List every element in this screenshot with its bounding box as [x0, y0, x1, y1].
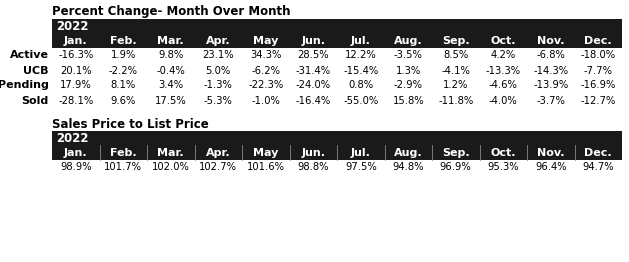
Text: -11.8%: -11.8%	[438, 96, 474, 106]
Text: 8.5%: 8.5%	[443, 51, 469, 61]
Text: Aug.: Aug.	[394, 35, 423, 46]
Text: -15.4%: -15.4%	[343, 66, 379, 75]
Text: Jan.: Jan.	[64, 35, 87, 46]
Text: -13.3%: -13.3%	[486, 66, 521, 75]
Text: 101.6%: 101.6%	[247, 162, 285, 172]
Text: -55.0%: -55.0%	[343, 96, 379, 106]
Text: 12.2%: 12.2%	[345, 51, 377, 61]
Text: -4.0%: -4.0%	[489, 96, 518, 106]
Bar	[52, 145, 622, 160]
Text: -4.6%: -4.6%	[489, 80, 518, 90]
Text: 94.7%: 94.7%	[582, 162, 614, 172]
Text: 2022: 2022	[56, 19, 89, 32]
Text: -2.2%: -2.2%	[109, 66, 138, 75]
Text: -5.3%: -5.3%	[204, 96, 233, 106]
Text: -16.3%: -16.3%	[58, 51, 93, 61]
Text: 97.5%: 97.5%	[345, 162, 377, 172]
Text: 1.2%: 1.2%	[443, 80, 469, 90]
Bar	[52, 19, 622, 33]
Text: Jul.: Jul.	[351, 35, 370, 46]
Text: 3.4%: 3.4%	[158, 80, 183, 90]
Text: Sep.: Sep.	[442, 148, 470, 157]
Bar	[52, 131, 622, 145]
Text: 95.3%: 95.3%	[487, 162, 519, 172]
Bar	[52, 33, 622, 48]
Text: 15.8%: 15.8%	[392, 96, 424, 106]
Text: Sales Price to List Price: Sales Price to List Price	[52, 118, 209, 131]
Text: -2.9%: -2.9%	[394, 80, 423, 90]
Text: -1.0%: -1.0%	[252, 96, 280, 106]
Text: 4.2%: 4.2%	[491, 51, 516, 61]
Text: Mar.: Mar.	[157, 148, 184, 157]
Text: May: May	[253, 35, 279, 46]
Text: 1.3%: 1.3%	[396, 66, 421, 75]
Text: 5.0%: 5.0%	[206, 66, 231, 75]
Text: Sep.: Sep.	[442, 35, 470, 46]
Text: 102.7%: 102.7%	[199, 162, 237, 172]
Text: -4.1%: -4.1%	[442, 66, 470, 75]
Text: 101.7%: 101.7%	[104, 162, 142, 172]
Text: 20.1%: 20.1%	[60, 66, 92, 75]
Text: 102.0%: 102.0%	[152, 162, 190, 172]
Text: Sold: Sold	[22, 96, 49, 106]
Text: -16.9%: -16.9%	[581, 80, 616, 90]
Text: -22.3%: -22.3%	[248, 80, 284, 90]
Text: Oct.: Oct.	[491, 35, 516, 46]
Text: Dec.: Dec.	[584, 148, 612, 157]
Text: -6.2%: -6.2%	[251, 66, 281, 75]
Text: 94.8%: 94.8%	[392, 162, 424, 172]
Text: -24.0%: -24.0%	[296, 80, 331, 90]
Text: -6.8%: -6.8%	[537, 51, 565, 61]
Text: -28.1%: -28.1%	[58, 96, 93, 106]
Text: Aug.: Aug.	[394, 148, 423, 157]
Text: -16.4%: -16.4%	[296, 96, 331, 106]
Text: Oct.: Oct.	[491, 148, 516, 157]
Text: 98.9%: 98.9%	[60, 162, 92, 172]
Text: 34.3%: 34.3%	[250, 51, 281, 61]
Text: 0.8%: 0.8%	[348, 80, 374, 90]
Text: Jun.: Jun.	[301, 35, 325, 46]
Text: -31.4%: -31.4%	[296, 66, 331, 75]
Text: 98.8%: 98.8%	[298, 162, 329, 172]
Text: 8.1%: 8.1%	[111, 80, 136, 90]
Text: Feb.: Feb.	[110, 35, 136, 46]
Text: Active: Active	[10, 51, 49, 61]
Text: -1.3%: -1.3%	[204, 80, 233, 90]
Text: Nov.: Nov.	[537, 35, 564, 46]
Text: Jul.: Jul.	[351, 148, 370, 157]
Text: 9.6%: 9.6%	[111, 96, 136, 106]
Text: 28.5%: 28.5%	[298, 51, 329, 61]
Text: Dec.: Dec.	[584, 35, 612, 46]
Text: 96.9%: 96.9%	[440, 162, 472, 172]
Text: -18.0%: -18.0%	[581, 51, 616, 61]
Text: -14.3%: -14.3%	[533, 66, 569, 75]
Text: 9.8%: 9.8%	[158, 51, 184, 61]
Text: Apr.: Apr.	[206, 148, 231, 157]
Text: Jun.: Jun.	[301, 148, 325, 157]
Text: 17.9%: 17.9%	[60, 80, 92, 90]
Text: Jan.: Jan.	[64, 148, 87, 157]
Text: -3.5%: -3.5%	[394, 51, 423, 61]
Text: 2022: 2022	[56, 132, 89, 145]
Text: Nov.: Nov.	[537, 148, 564, 157]
Text: Mar.: Mar.	[157, 35, 184, 46]
Text: 96.4%: 96.4%	[535, 162, 567, 172]
Text: -7.7%: -7.7%	[584, 66, 613, 75]
Text: UCB: UCB	[23, 66, 49, 75]
Text: 1.9%: 1.9%	[111, 51, 136, 61]
Text: 17.5%: 17.5%	[155, 96, 187, 106]
Text: -3.7%: -3.7%	[537, 96, 565, 106]
Text: -0.4%: -0.4%	[157, 66, 185, 75]
Text: Feb.: Feb.	[110, 148, 136, 157]
Text: May: May	[253, 148, 279, 157]
Text: Percent Change- Month Over Month: Percent Change- Month Over Month	[52, 5, 291, 18]
Text: Pending: Pending	[0, 80, 49, 90]
Text: -12.7%: -12.7%	[581, 96, 616, 106]
Text: Apr.: Apr.	[206, 35, 231, 46]
Text: 23.1%: 23.1%	[203, 51, 234, 61]
Text: -13.9%: -13.9%	[533, 80, 569, 90]
